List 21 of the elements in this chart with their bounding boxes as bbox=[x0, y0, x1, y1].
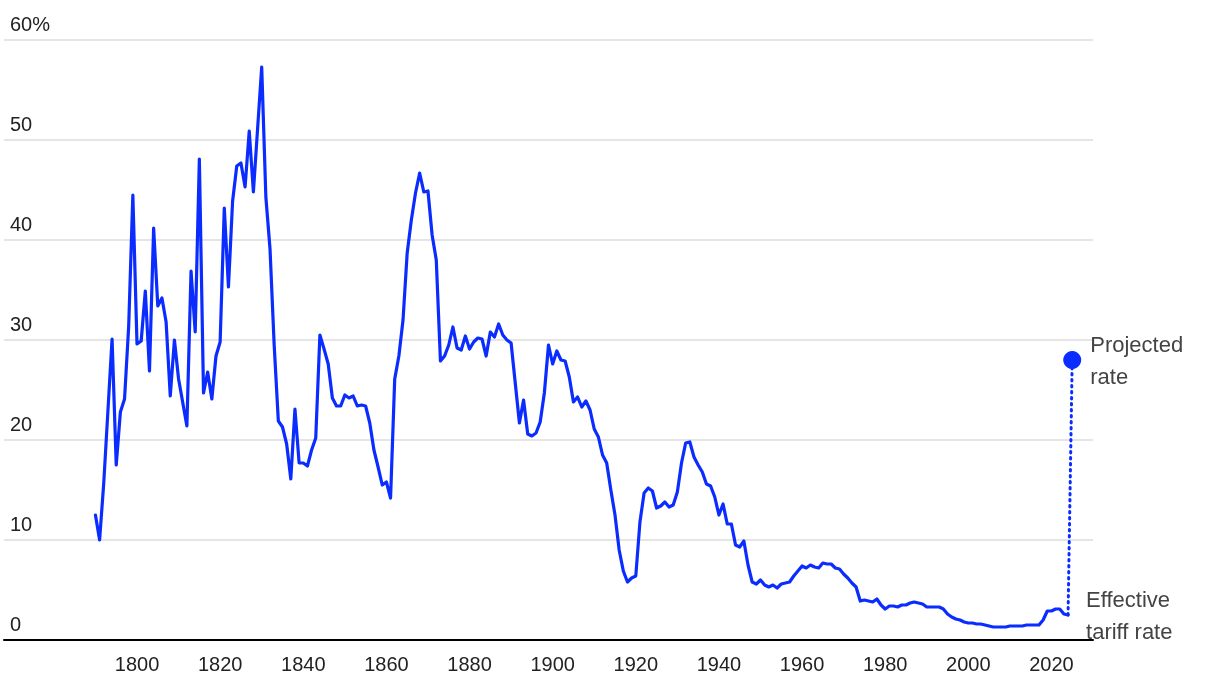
x-tick-label: 1860 bbox=[364, 653, 409, 675]
y-tick-label: 50 bbox=[10, 113, 33, 135]
y-tick-label: 40 bbox=[10, 213, 33, 235]
y-tick-label: 60% bbox=[10, 13, 51, 35]
x-tick-label: 1980 bbox=[862, 653, 908, 675]
series-label: Projected rate bbox=[1090, 331, 1190, 389]
series-label: Effective tariff rate bbox=[1086, 586, 1177, 644]
x-tick-label: 2020 bbox=[1029, 653, 1074, 675]
x-tick-label: 1960 bbox=[779, 653, 825, 675]
y-tick-label: 10 bbox=[10, 513, 33, 535]
y-tick-label: 30 bbox=[10, 313, 33, 335]
x-tick-label: 1880 bbox=[447, 653, 492, 675]
x-tick-label: 1800 bbox=[114, 653, 160, 675]
x-tick-label: 2000 bbox=[946, 653, 991, 675]
x-tick-label: 1940 bbox=[696, 653, 742, 675]
y-tick-label: 0 bbox=[10, 613, 22, 635]
x-tick-label: 1920 bbox=[613, 653, 659, 675]
x-tick-label: 1820 bbox=[197, 653, 243, 675]
x-tick-label: 1840 bbox=[281, 653, 326, 675]
y-tick-label: 20 bbox=[10, 413, 33, 435]
x-tick-label: 1900 bbox=[530, 653, 575, 675]
